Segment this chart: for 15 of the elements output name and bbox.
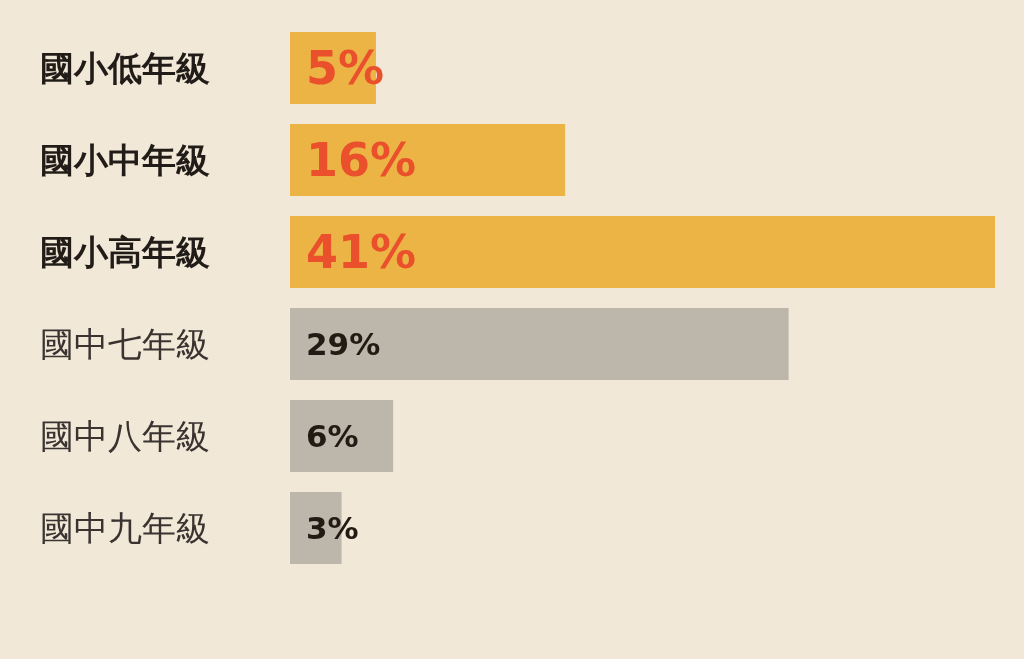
- data-label: 3%: [306, 510, 359, 547]
- data-label: 16%: [306, 133, 417, 188]
- y-tick-label: 國中九年級: [40, 508, 210, 548]
- bar: [290, 400, 394, 473]
- y-tick-label: 國中八年級: [40, 416, 210, 456]
- bar: [290, 216, 995, 289]
- data-label: 41%: [306, 225, 417, 280]
- y-tick-label: 國小低年級: [40, 48, 210, 88]
- y-tick-label: 國小中年級: [40, 140, 210, 180]
- y-tick-label: 國小高年級: [40, 232, 210, 272]
- data-label: 6%: [306, 418, 359, 455]
- data-label: 29%: [306, 326, 381, 363]
- bar: [290, 124, 566, 197]
- y-tick-label: 國中七年級: [40, 324, 210, 364]
- bar: [290, 308, 789, 381]
